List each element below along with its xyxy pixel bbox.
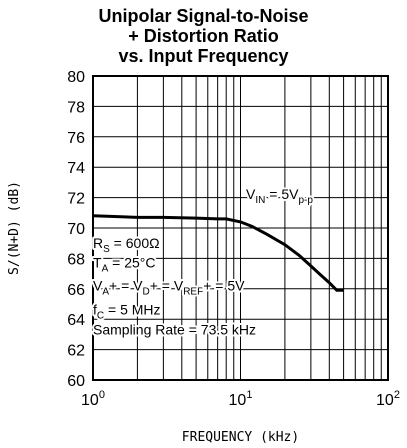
series-line — [92, 214, 344, 292]
chart-title-line-1: Unipolar Signal-to-Noise — [98, 6, 309, 26]
y-tick-label: 64 — [67, 312, 85, 329]
y-tick-label: 60 — [67, 373, 85, 390]
y-tick-label: 68 — [67, 251, 85, 268]
annotation-supply-voltages: VA+ = VD+ = VREF+ = 5V — [93, 277, 245, 297]
annotation-ta: TA = 25°C — [93, 255, 155, 275]
y-tick-label: 78 — [67, 99, 85, 116]
x-axis-label: FREQUENCY (kHz) — [182, 430, 299, 445]
annotation-rs: RS = 600Ω — [93, 235, 160, 255]
y-tick-labels: 80 78 76 74 72 70 68 66 64 62 60 — [67, 69, 85, 390]
y-tick-label: 72 — [67, 191, 85, 208]
y-tick-label: 74 — [67, 160, 85, 177]
grid-lines — [93, 76, 388, 380]
chart-title-line-2: + Distortion Ratio — [128, 26, 279, 46]
y-tick-label: 66 — [67, 282, 85, 299]
annotations: VIN = 5Vp-p RS = 600Ω TA = 25°C VA+ = VD… — [91, 184, 315, 339]
x-tick-label: 102 — [376, 389, 400, 409]
x-tick-label: 100 — [81, 389, 105, 409]
y-axis-label: S/(N+D) (dB) — [7, 181, 22, 275]
chart-title-line-3: vs. Input Frequency — [118, 46, 289, 66]
plot-frame — [92, 75, 389, 381]
annotation-vin: VIN = 5Vp-p — [246, 186, 313, 206]
y-tick-label: 62 — [67, 343, 85, 360]
x-tick-labels: 100 101 102 — [81, 389, 400, 409]
y-tick-label: 70 — [67, 221, 85, 238]
x-tick-label: 101 — [229, 389, 253, 409]
y-tick-label: 76 — [67, 130, 85, 147]
annotation-fc: fC = 5 MHz — [93, 302, 161, 322]
y-tick-label: 80 — [67, 69, 85, 86]
annotation-sampling-rate: Sampling Rate = 73.5 kHz — [93, 321, 256, 337]
